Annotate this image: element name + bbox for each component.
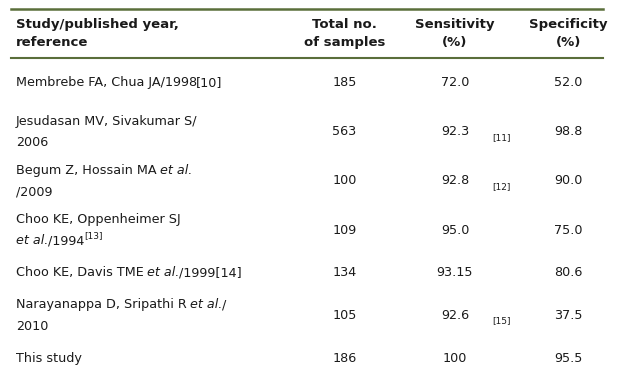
Text: 2010: 2010 [16, 320, 48, 333]
Text: 95.5: 95.5 [554, 352, 583, 365]
Text: 109: 109 [332, 224, 357, 236]
Text: (%): (%) [442, 36, 468, 49]
Text: 92.8: 92.8 [441, 175, 469, 187]
Text: et al.: et al. [190, 298, 222, 311]
Text: 80.6: 80.6 [554, 266, 583, 279]
Text: 92.6: 92.6 [441, 309, 469, 322]
Text: 185: 185 [332, 76, 357, 89]
Text: Choo KE, Davis TME: Choo KE, Davis TME [16, 266, 148, 279]
Text: 563: 563 [332, 125, 357, 138]
Text: Narayanappa D, Sripathi R: Narayanappa D, Sripathi R [16, 298, 191, 311]
Text: Begum Z, Hossain MA: Begum Z, Hossain MA [16, 164, 161, 177]
Text: 93.15: 93.15 [437, 266, 473, 279]
Text: 90.0: 90.0 [554, 175, 583, 187]
Text: [13]: [13] [84, 231, 103, 240]
Text: 134: 134 [332, 266, 357, 279]
Text: 98.8: 98.8 [554, 125, 583, 138]
Text: /: / [222, 298, 226, 311]
Text: of samples: of samples [303, 36, 385, 49]
Text: et al.: et al. [160, 164, 192, 177]
Text: Total no.: Total no. [312, 18, 377, 31]
Text: /1999[14]: /1999[14] [179, 266, 242, 279]
Text: [11]: [11] [492, 133, 510, 142]
Text: reference: reference [16, 36, 88, 49]
Text: [15]: [15] [492, 316, 510, 325]
Text: Study/published year,: Study/published year, [16, 18, 179, 31]
Text: 52.0: 52.0 [554, 76, 583, 89]
Text: Jesudasan MV, Sivakumar S/: Jesudasan MV, Sivakumar S/ [16, 115, 198, 127]
Text: 37.5: 37.5 [554, 309, 583, 322]
Text: (%): (%) [556, 36, 582, 49]
Text: Specificity: Specificity [530, 18, 608, 31]
Text: 100: 100 [332, 175, 357, 187]
Text: /1994: /1994 [48, 234, 85, 247]
Text: 72.0: 72.0 [441, 76, 469, 89]
Text: [12]: [12] [492, 182, 510, 191]
Text: 105: 105 [332, 309, 357, 322]
Text: This study: This study [16, 352, 82, 365]
Text: 95.0: 95.0 [441, 224, 469, 236]
Text: et al.: et al. [16, 234, 48, 247]
Text: 2006: 2006 [16, 136, 48, 149]
Text: /2009: /2009 [16, 185, 53, 198]
Text: 100: 100 [443, 352, 467, 365]
Text: 186: 186 [332, 352, 357, 365]
Text: et al.: et al. [147, 266, 179, 279]
Text: 75.0: 75.0 [554, 224, 583, 236]
Text: Sensitivity: Sensitivity [415, 18, 495, 31]
Text: Membrebe FA, Chua JA/1998: Membrebe FA, Chua JA/1998 [16, 76, 197, 89]
Text: [10]: [10] [196, 76, 222, 89]
Text: Choo KE, Oppenheimer SJ: Choo KE, Oppenheimer SJ [16, 213, 180, 226]
Text: 92.3: 92.3 [441, 125, 469, 138]
